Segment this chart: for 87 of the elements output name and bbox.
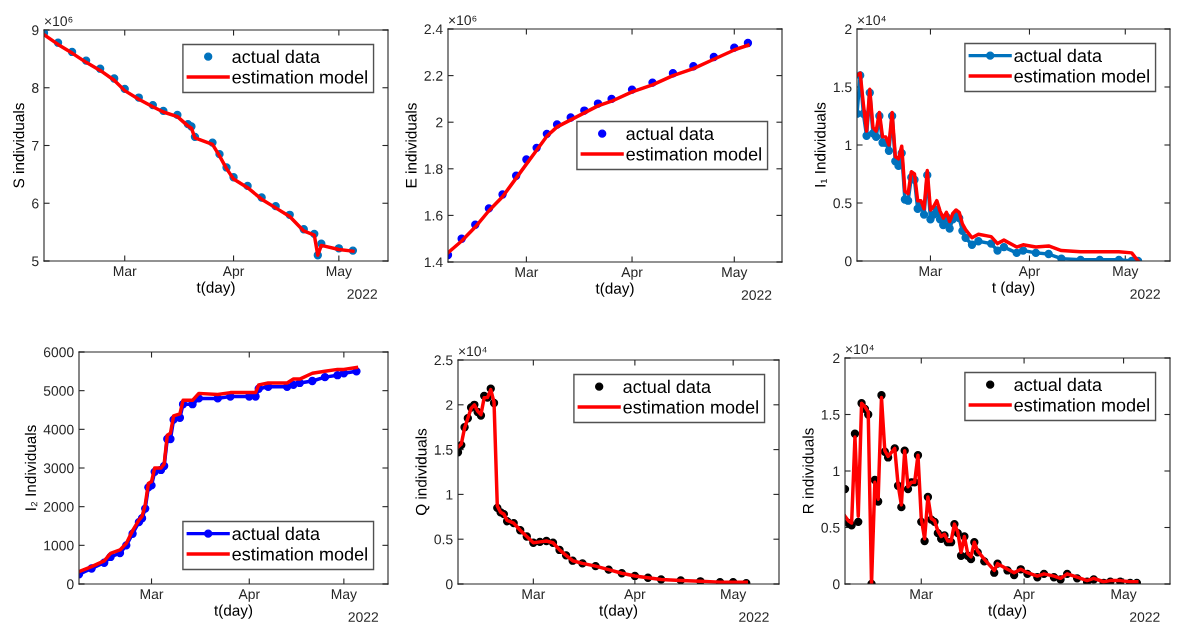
- y-tick-label: 0.5: [833, 198, 852, 209]
- y-tick-label: 2: [833, 353, 840, 364]
- x-tick-label: Apr: [621, 267, 643, 280]
- text: ×10⁴: [458, 346, 487, 357]
- x-tick-label: Mar: [515, 267, 539, 278]
- text: ×10⁶: [448, 15, 477, 26]
- y-tick-label: 0: [66, 579, 74, 590]
- x-tick-label: May: [1113, 266, 1139, 279]
- legend-label: actual data: [232, 49, 320, 64]
- y-axis-title: E individuals: [405, 103, 417, 188]
- legend-label: estimation model: [1014, 69, 1149, 83]
- y-tick-label: 5: [31, 256, 39, 267]
- x-tick-label: May: [326, 266, 352, 279]
- x-axis-title: t(day): [214, 604, 253, 619]
- y-tick-label: 2: [845, 24, 852, 35]
- y-tick-label: 0: [445, 579, 453, 590]
- x-tick-label: May: [331, 589, 357, 602]
- y-axis-title: S individuals: [13, 103, 25, 188]
- x-tick-label: Mar: [919, 266, 943, 277]
- y-tick-label: 1.4: [424, 257, 443, 268]
- y-tick-label: 8: [32, 83, 39, 93]
- legend-label: actual data: [626, 126, 714, 141]
- y-tick-label: 4000: [43, 424, 74, 435]
- legend-label: estimation model: [623, 400, 758, 414]
- y-tick-label: 6000: [43, 347, 74, 358]
- text: ×10⁴: [857, 15, 886, 26]
- text: ×10⁴: [845, 344, 874, 355]
- y-axis-title: R individuals: [802, 428, 814, 514]
- text: 2022: [1130, 612, 1160, 622]
- y-tick-label: 7: [32, 140, 39, 151]
- y-tick-label: 1.5: [833, 82, 852, 93]
- x-tick-label: Mar: [910, 589, 934, 600]
- legend-label: estimation model: [232, 70, 367, 84]
- x-axis-title: t(day): [599, 604, 638, 619]
- y-axis-title: I₁ Individuals: [814, 102, 827, 187]
- y-tick-label: 1000: [44, 540, 74, 551]
- x-axis-title: t(day): [988, 604, 1027, 619]
- x-tick-label: Mar: [522, 589, 546, 600]
- y-tick-label: 6: [32, 198, 39, 209]
- y-tick-label: 0.5: [434, 534, 453, 545]
- text: 2022: [741, 290, 772, 300]
- x-tick-label: Apr: [1013, 589, 1035, 602]
- x-tick-label: Apr: [624, 589, 646, 602]
- y-axis-title: I₂ Individuals: [24, 425, 38, 510]
- legend-label: estimation model: [1014, 398, 1149, 412]
- y-tick-label: 1.6: [424, 210, 443, 221]
- legend-label: actual data: [1014, 48, 1102, 63]
- y-tick-label: 0: [832, 579, 840, 590]
- x-tick-label: Apr: [1018, 266, 1041, 279]
- legend-label: actual data: [232, 526, 320, 541]
- y-tick-label: 2: [446, 400, 453, 410]
- legend-label: actual data: [623, 379, 711, 394]
- y-tick-label: 3000: [43, 463, 74, 474]
- y-tick-label: 2.2: [424, 70, 443, 81]
- legend-label: actual data: [1014, 377, 1102, 392]
- x-tick-label: May: [1111, 589, 1137, 602]
- y-tick-label: 1.8: [424, 164, 443, 174]
- text: 2022: [739, 612, 769, 622]
- x-axis-title: t(day): [595, 282, 634, 297]
- y-tick-label: 2: [436, 117, 443, 128]
- text: 2022: [347, 289, 377, 299]
- x-tick-label: Mar: [140, 589, 164, 600]
- text: 2022: [348, 612, 379, 622]
- x-tick-label: May: [721, 589, 747, 602]
- y-tick-label: 1.5: [821, 409, 840, 420]
- y-tick-label: 9: [32, 25, 39, 36]
- x-tick-label: Apr: [222, 266, 245, 279]
- y-tick-label: 0.5: [821, 522, 840, 533]
- y-tick-label: 2.4: [424, 24, 443, 35]
- y-tick-label: 2.5: [434, 355, 453, 366]
- y-tick-label: 1: [845, 140, 852, 151]
- x-tick-label: May: [722, 267, 748, 280]
- x-axis-title: t (day): [992, 281, 1035, 296]
- x-tick-label: Mar: [113, 266, 137, 277]
- y-tick-label: 2000: [43, 502, 74, 512]
- x-tick-label: Apr: [238, 589, 260, 602]
- y-tick-label: 1.5: [434, 445, 453, 455]
- x-axis-title: t(day): [196, 281, 235, 296]
- y-axis-title: Q individuals: [415, 428, 430, 516]
- legend-label: estimation model: [626, 147, 761, 161]
- y-tick-label: 1: [833, 466, 840, 477]
- text: 2022: [1130, 289, 1160, 299]
- legend-label: estimation model: [232, 547, 367, 561]
- y-tick-label: 5000: [43, 386, 74, 396]
- y-tick-label: 1: [446, 489, 453, 500]
- y-tick-label: 0: [844, 256, 852, 267]
- text: ×10⁶: [44, 16, 73, 27]
